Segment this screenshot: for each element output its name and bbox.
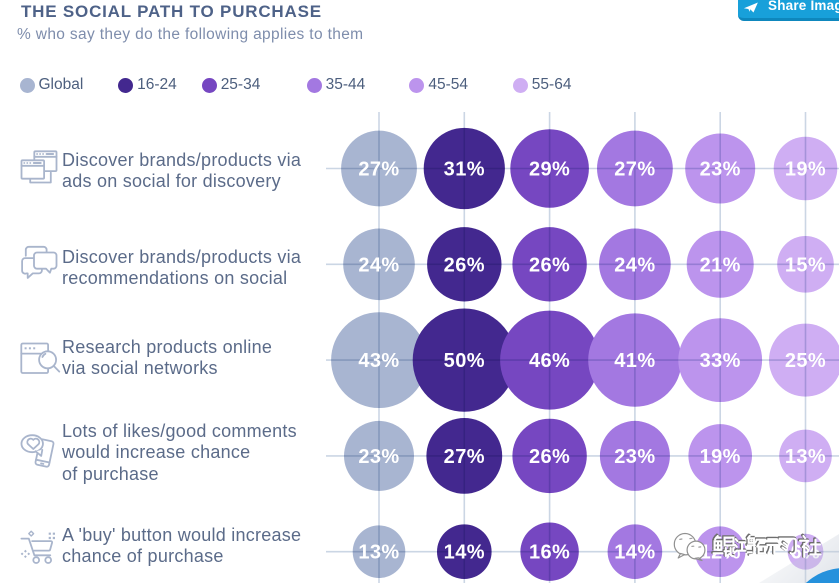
svg-text:26%: 26% [529,254,570,276]
svg-text:43%: 43% [358,350,399,372]
svg-text:31%: 31% [444,159,485,181]
svg-text:27%: 27% [614,159,655,181]
svg-text:23%: 23% [700,159,741,181]
svg-text:23%: 23% [614,446,655,468]
svg-text:14%: 14% [614,542,655,564]
svg-text:24%: 24% [614,254,655,276]
svg-text:24%: 24% [358,254,399,276]
svg-text:27%: 27% [358,159,399,181]
svg-text:19%: 19% [785,159,826,181]
svg-text:33%: 33% [700,350,741,372]
svg-text:16%: 16% [529,542,570,564]
svg-text:21%: 21% [700,254,741,276]
svg-text:29%: 29% [529,159,570,181]
svg-text:50%: 50% [444,350,485,372]
svg-text:26%: 26% [444,254,485,276]
svg-text:25%: 25% [785,350,826,372]
svg-text:13%: 13% [358,542,399,564]
svg-text:15%: 15% [785,254,826,276]
svg-text:46%: 46% [529,350,570,372]
svg-text:41%: 41% [614,350,655,372]
svg-text:13%: 13% [785,446,826,468]
svg-text:19%: 19% [700,446,741,468]
svg-text:14%: 14% [444,542,485,564]
svg-text:26%: 26% [529,446,570,468]
svg-text:23%: 23% [358,446,399,468]
svg-text:27%: 27% [444,446,485,468]
